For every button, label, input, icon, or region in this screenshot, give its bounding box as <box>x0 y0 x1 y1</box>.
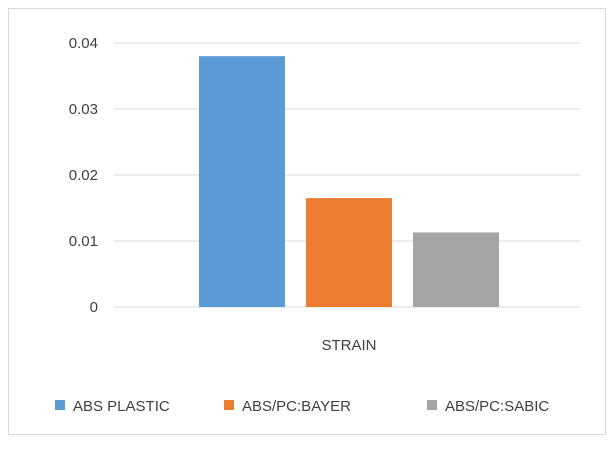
legend-swatch <box>224 400 234 410</box>
legend-swatch <box>55 400 65 410</box>
bars <box>199 56 499 308</box>
category-label: STRAIN <box>321 337 376 354</box>
y-tick-label: 0.02 <box>69 167 98 184</box>
y-tick-label: 0.01 <box>69 233 98 250</box>
y-tick-label: 0.03 <box>69 101 98 118</box>
bar-abs-plastic <box>199 56 285 308</box>
legend-label: ABS/PC:SABIC <box>445 398 549 415</box>
legend-swatch <box>427 400 437 410</box>
y-tick-label: 0 <box>90 299 98 316</box>
bar-abs-pc-sabic <box>413 232 499 307</box>
category-labels: STRAIN <box>321 337 376 354</box>
y-tick-label: 0.04 <box>69 35 98 52</box>
legend-label: ABS/PC:BAYER <box>242 398 351 415</box>
legend: ABS PLASTIC ABS/PC:BAYER ABS/PC:SABIC <box>55 398 549 415</box>
bar-abs-pc-bayer <box>306 198 392 307</box>
y-axis-tick-labels: 0 0.01 0.02 0.03 0.04 <box>69 35 98 316</box>
legend-label: ABS PLASTIC <box>73 398 170 415</box>
